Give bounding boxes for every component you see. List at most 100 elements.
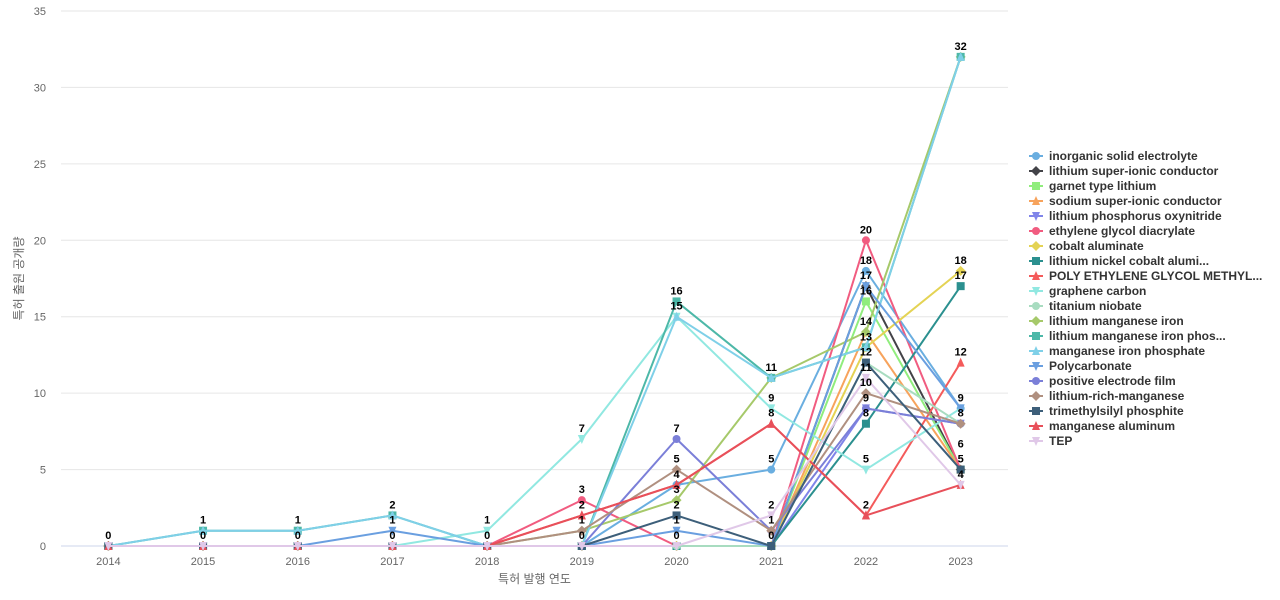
x-tick-label: 2021 [759,556,783,568]
data-point [577,542,586,551]
data-label: 6 [958,438,964,450]
legend-item[interactable]: graphene carbon [1029,284,1146,298]
data-point [672,526,681,536]
series-group[interactable] [103,281,966,551]
data-label: 11 [765,362,777,374]
data-point [671,464,682,475]
legend-label: sodium super-ionic conductor [1049,194,1222,208]
data-label: 12 [860,347,872,359]
data-point [576,525,587,536]
data-point [861,282,870,292]
legend-item[interactable]: POLY ETHYLENE GLYCOL METHYL... [1029,269,1262,283]
data-labels: 0101021010732101615754321011985210201817… [105,41,966,542]
legend-item[interactable]: lithium nickel cobalt alumi... [1029,254,1209,268]
data-point [767,418,776,428]
legend-item[interactable]: lithium-rich-manganese [1029,389,1185,403]
data-label: 0 [105,530,111,542]
series-line [108,56,962,547]
legend-item[interactable]: lithium phosphorus oxynitride [1029,209,1222,223]
x-tick-label: 2017 [380,556,404,568]
y-tick-label: 5 [40,465,46,477]
data-label: 17 [860,270,872,282]
data-label: 0 [768,530,774,542]
data-label: 5 [768,454,774,466]
legend-marker [1032,362,1040,371]
series-group[interactable] [104,373,965,551]
y-tick-label: 0 [40,541,46,553]
data-label: 11 [860,362,872,374]
data-point [955,418,966,429]
legend-label: manganese aluminum [1049,419,1175,433]
y-tick-label: 15 [34,312,46,324]
data-label: 1 [673,515,679,527]
legend-item[interactable]: trimethylsilyl phosphite [1029,404,1184,418]
data-point [767,465,776,474]
series-group[interactable] [104,266,965,550]
legend-label: positive electrode film [1049,374,1176,388]
series-group[interactable] [104,282,965,551]
legend-item[interactable]: lithium manganese iron phos... [1029,329,1226,343]
data-label: 2 [579,499,585,511]
series-group[interactable] [104,52,965,550]
legend-item[interactable]: sodium super-ionic conductor [1029,194,1222,208]
series-group[interactable] [104,51,965,550]
series-line [108,315,962,547]
data-label: 32 [955,41,967,53]
data-label: 1 [579,515,585,527]
legend-marker [1031,166,1041,176]
data-point [577,435,586,444]
data-point [767,404,776,414]
series-group[interactable] [104,404,965,551]
data-label: 10 [860,377,872,389]
data-point [956,404,965,414]
series-group[interactable] [104,358,965,550]
data-point [956,282,965,291]
legend-label: lithium manganese iron phos... [1049,329,1226,343]
data-label: 14 [860,316,873,328]
y-tick-label: 30 [34,82,46,94]
series-group[interactable] [104,358,965,550]
legend-item[interactable]: lithium super-ionic conductor [1029,164,1219,178]
data-point [860,327,871,337]
data-point [767,542,776,550]
legend-item[interactable]: cobalt aluminate [1029,239,1144,253]
series-group[interactable] [103,265,966,551]
legend-item[interactable]: titanium niobate [1029,299,1142,313]
data-point [861,342,870,352]
series-group[interactable] [104,282,965,550]
legend-marker [1032,212,1040,221]
legend-item[interactable]: manganese iron phosphate [1029,344,1205,358]
legend-marker [1031,241,1041,251]
series-group[interactable] [104,312,965,551]
series-group[interactable] [103,51,966,551]
legend-marker [1032,287,1040,296]
legend-item[interactable]: lithium manganese iron [1029,314,1184,328]
data-point [861,510,870,520]
data-label: 5 [673,454,679,466]
data-label: 1 [295,515,301,527]
legend-item[interactable]: TEP [1029,434,1072,448]
data-label: 0 [295,530,301,542]
x-tick-label: 2022 [854,556,878,568]
legend-item[interactable]: positive electrode film [1029,374,1176,388]
legend-label: POLY ETHYLENE GLYCOL METHYL... [1049,269,1262,283]
legend-label: lithium nickel cobalt alumi... [1049,254,1209,268]
data-point [861,404,870,413]
legend-item[interactable]: manganese aluminum [1029,419,1175,433]
legend-item[interactable]: garnet type lithium [1029,179,1156,193]
grid-lines [61,10,1008,547]
legend-item[interactable]: inorganic solid electrolyte [1029,149,1198,163]
data-label: 4 [673,469,680,481]
legend-item[interactable]: Polycarbonate [1029,359,1132,373]
x-axis-title: 특허 발행 연도 [498,571,571,586]
series-group[interactable] [104,404,965,550]
legend-item[interactable]: ethylene glycol diacrylate [1029,224,1195,238]
y-tick-label: 10 [34,388,46,400]
x-tick-label: 2016 [286,556,310,568]
series-line [108,407,961,547]
x-tick-label: 2020 [664,556,688,568]
data-point [293,542,302,551]
